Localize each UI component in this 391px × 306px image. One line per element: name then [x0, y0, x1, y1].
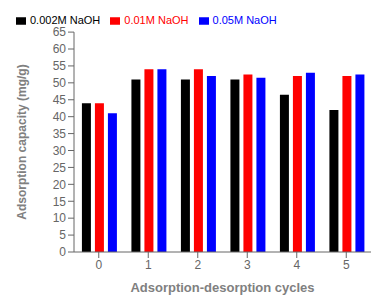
svg-text:60: 60 — [53, 42, 67, 56]
svg-text:Adsorption capacity (mg/g): Adsorption capacity (mg/g) — [15, 64, 29, 219]
svg-text:30: 30 — [53, 144, 67, 158]
svg-text:Adsorption-desorption cycles: Adsorption-desorption cycles — [130, 280, 314, 295]
html-text:0.01M NaOH: 0.01M NaOH — [124, 14, 189, 26]
svg-text:1: 1 — [145, 258, 152, 272]
svg-text:65: 65 — [53, 25, 67, 39]
svg-text:25: 25 — [53, 161, 67, 175]
svg-text:50: 50 — [53, 76, 67, 90]
svg-text:55: 55 — [53, 59, 67, 73]
svg-text:35: 35 — [53, 127, 67, 141]
svg-text:3: 3 — [244, 258, 251, 272]
html-text:0.002M NaOH: 0.002M NaOH — [30, 14, 101, 26]
svg-text:45: 45 — [53, 93, 67, 107]
svg-text:0: 0 — [95, 258, 102, 272]
svg-text:15: 15 — [53, 195, 67, 209]
svg-text:5: 5 — [59, 228, 66, 242]
svg-text:0: 0 — [59, 245, 66, 259]
svg-text:5: 5 — [343, 258, 350, 272]
svg-text:2: 2 — [194, 258, 201, 272]
svg-text:40: 40 — [53, 110, 67, 124]
svg-text:4: 4 — [293, 258, 300, 272]
svg-text:10: 10 — [53, 211, 67, 225]
svg-text:20: 20 — [53, 178, 67, 192]
html-text:0.05M NaOH: 0.05M NaOH — [212, 14, 277, 26]
